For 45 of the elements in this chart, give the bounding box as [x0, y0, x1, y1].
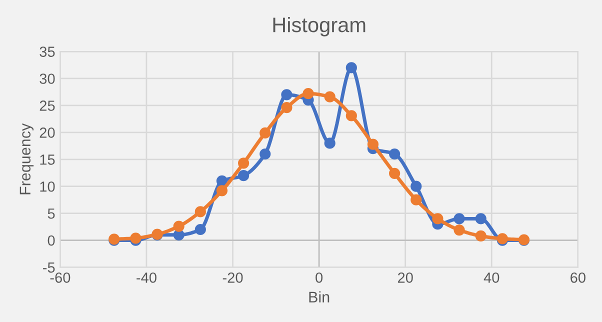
point [432, 213, 444, 224]
point [454, 224, 465, 236]
x-tick-label: -40 [136, 272, 156, 283]
point [389, 168, 400, 179]
x-tick-label: 40 [484, 272, 500, 283]
x-tick-label: 0 [316, 272, 323, 283]
point [194, 206, 206, 218]
point [389, 148, 400, 160]
point [367, 138, 379, 150]
point [475, 213, 486, 224]
point [238, 158, 250, 169]
point [410, 194, 422, 206]
x-tick-label: 60 [570, 272, 586, 283]
y-tick-label: 20 [40, 128, 55, 138]
point [216, 175, 228, 187]
y-tick-label: -5 [43, 262, 55, 273]
point [260, 127, 271, 139]
point [324, 91, 336, 102]
point [410, 180, 422, 192]
y-tick-label: 10 [40, 181, 55, 192]
y-tick-label: 25 [40, 100, 55, 111]
y-tick-label: 0 [48, 235, 55, 246]
point [173, 220, 184, 232]
point [260, 148, 271, 160]
point [346, 110, 357, 122]
point [475, 230, 486, 242]
y-tick-label: 30 [40, 74, 55, 84]
point [281, 102, 292, 114]
x-tick-label: 20 [398, 272, 413, 283]
y-axis-title: Frequency [20, 123, 34, 194]
point [324, 138, 336, 149]
x-tick-label: -20 [222, 272, 243, 283]
x-tick-label: -60 [50, 272, 70, 283]
y-tick-label: 15 [40, 154, 55, 165]
y-tick-label: 5 [48, 208, 55, 219]
point [216, 185, 228, 196]
y-tick-label: 35 [40, 46, 55, 57]
point [238, 170, 250, 182]
point [302, 88, 314, 100]
point [281, 89, 292, 100]
x-axis-title: Bin [309, 291, 330, 302]
point [454, 213, 465, 224]
chart-title: Histogram [273, 16, 366, 36]
point [346, 62, 357, 74]
point [194, 224, 206, 236]
